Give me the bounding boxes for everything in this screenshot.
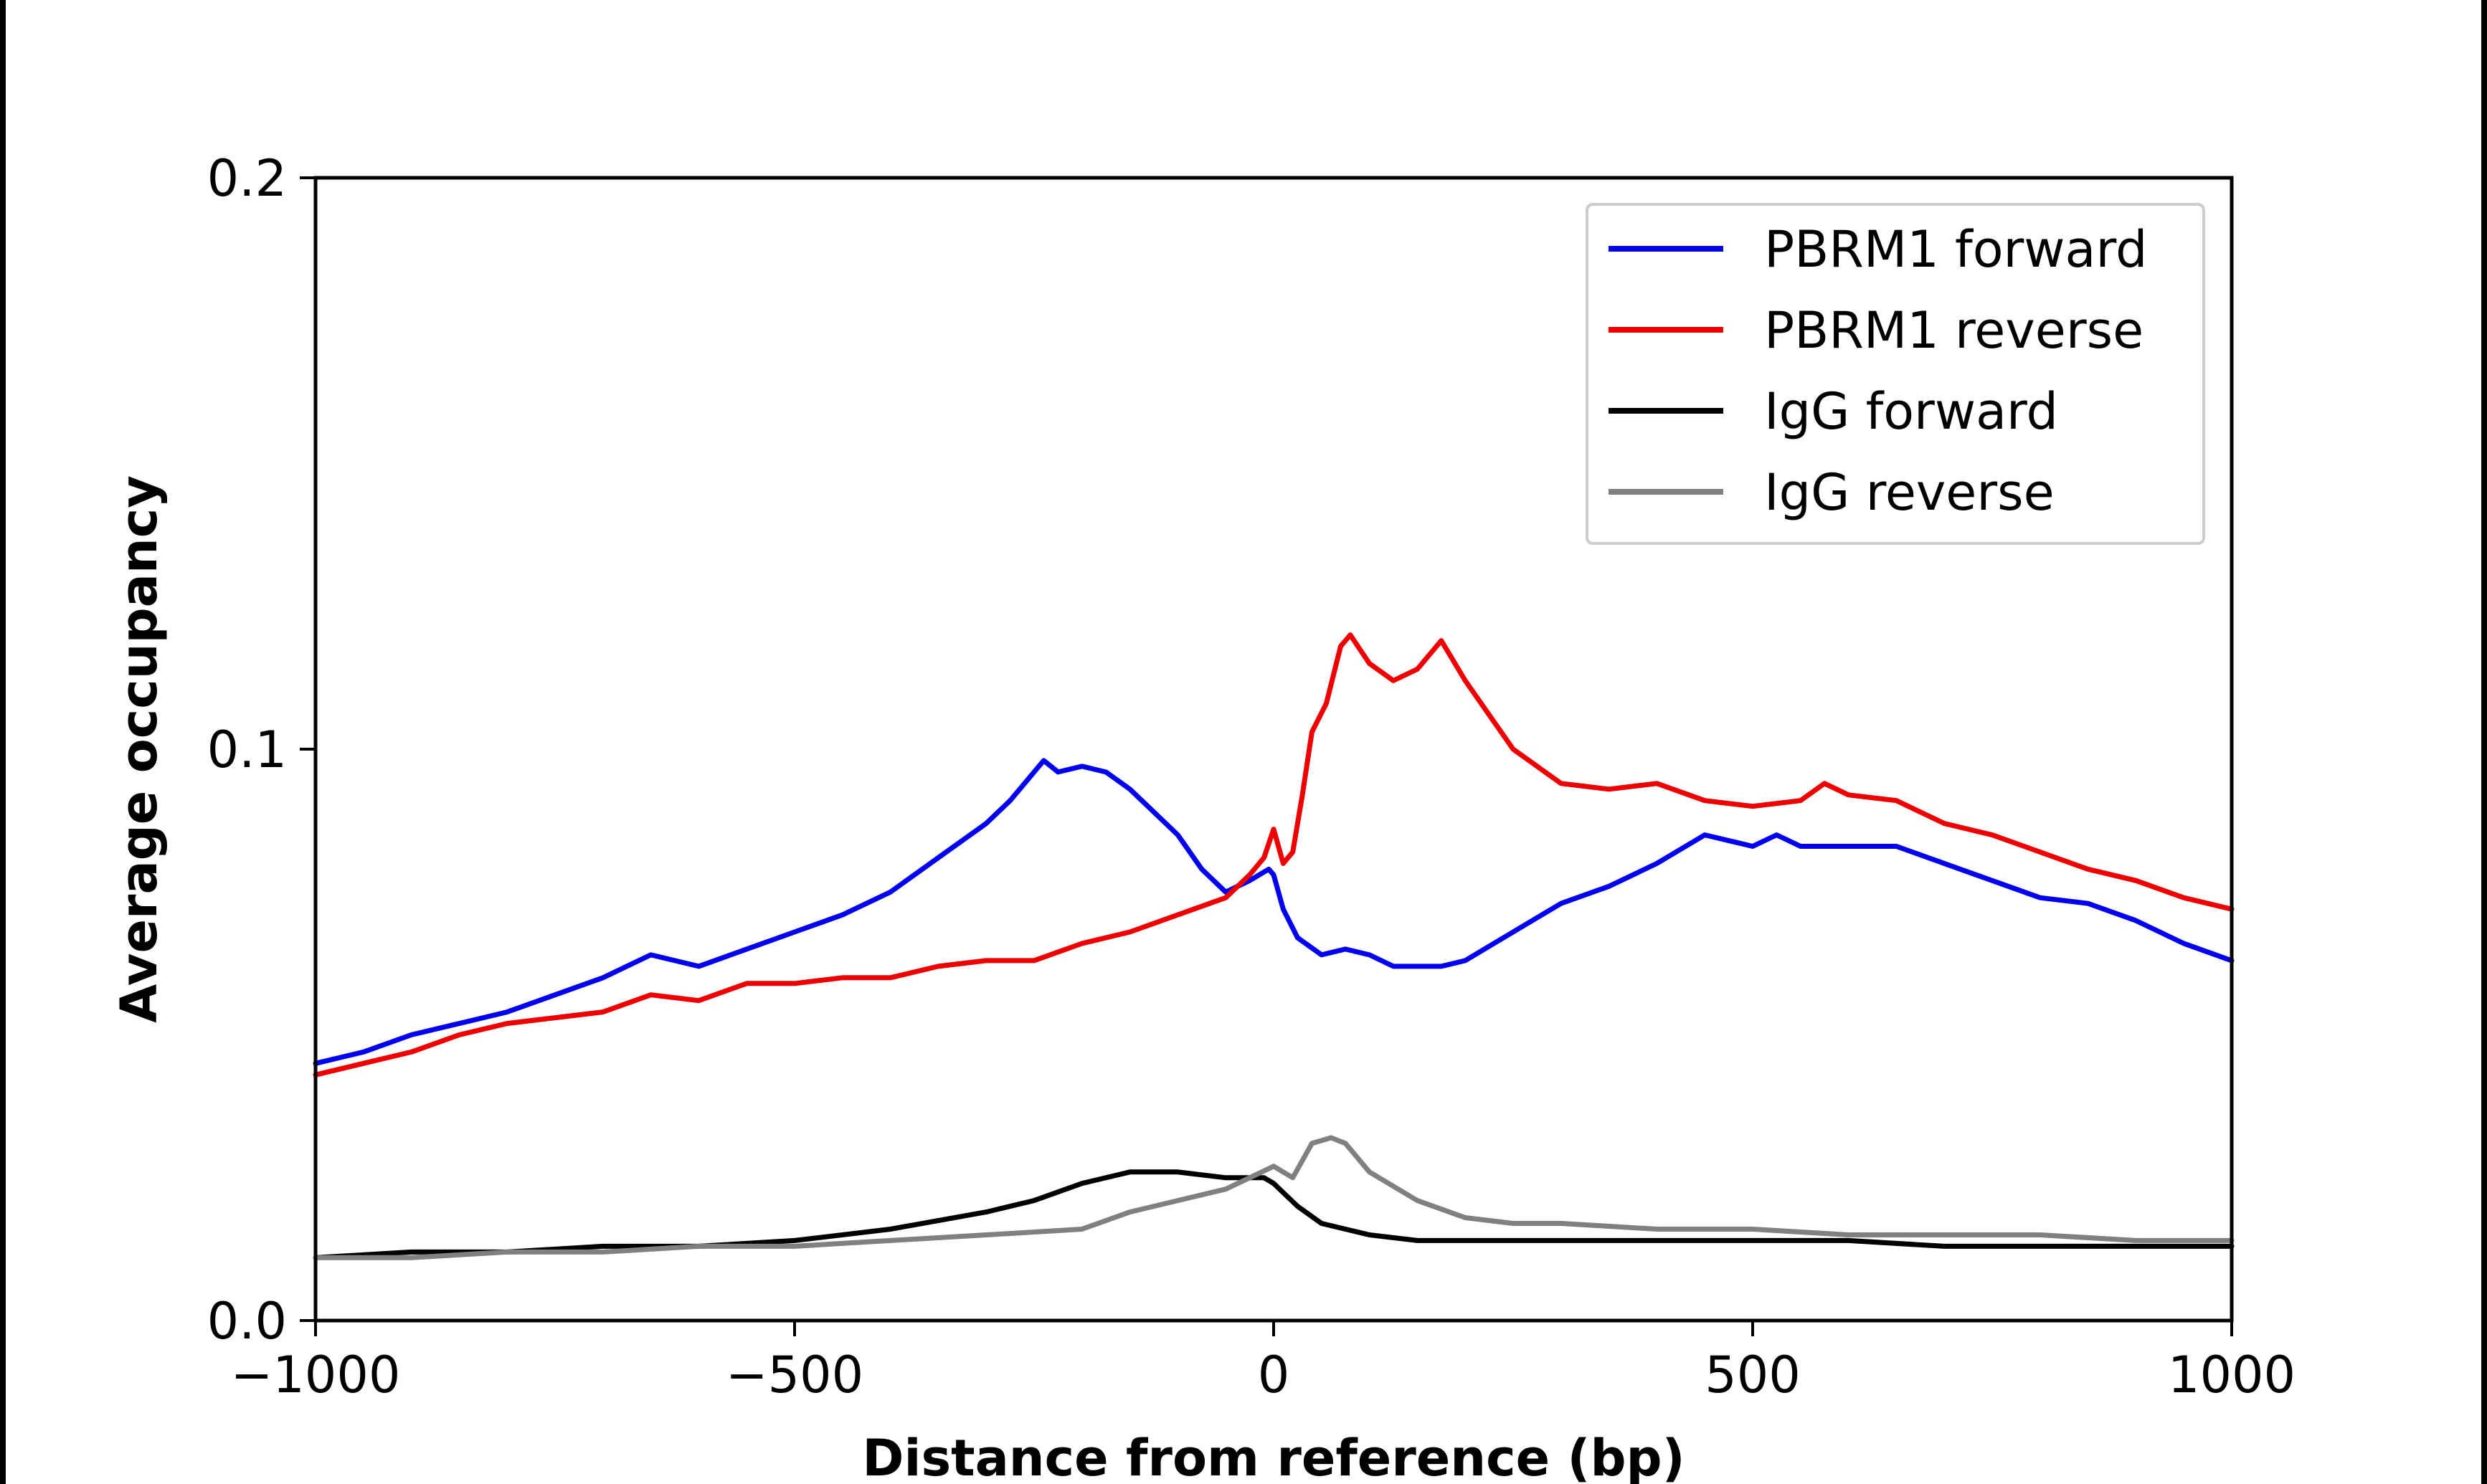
legend-box bbox=[1586, 203, 2205, 545]
legend-label: PBRM1 reverse bbox=[1764, 301, 2143, 360]
legend: PBRM1 forward PBRM1 reverse IgG forward IgG… bbox=[1586, 203, 2205, 545]
x-axis: −1000 −500 0 500 1000 bbox=[231, 1321, 2296, 1404]
x-axis-label: Distance from reference (bp) bbox=[862, 1429, 1685, 1484]
legend-label: IgG reverse bbox=[1764, 463, 2055, 522]
y-axis-label: Average occupancy bbox=[110, 475, 169, 1023]
series-line-3 bbox=[313, 1169, 2235, 1260]
x-tick-label: −1000 bbox=[231, 1346, 401, 1404]
legend-label: IgG forward bbox=[1764, 382, 2058, 441]
legend-items: PBRM1 forward PBRM1 reverse IgG forward IgG… bbox=[1609, 220, 2147, 522]
window-frame-left bbox=[0, 0, 6, 1484]
window-frame-right bbox=[2481, 0, 2487, 1484]
x-tick-label: 500 bbox=[1705, 1346, 1801, 1404]
y-tick-label: 0.0 bbox=[207, 1292, 287, 1351]
x-tick-label: 1000 bbox=[2168, 1346, 2296, 1404]
y-tick-label: 0.2 bbox=[207, 149, 287, 208]
y-tick-label: 0.1 bbox=[207, 720, 287, 779]
x-tick-label: −500 bbox=[726, 1346, 863, 1404]
legend-label: PBRM1 forward bbox=[1764, 220, 2147, 279]
series-line-1 bbox=[313, 758, 2235, 1066]
series-line-4 bbox=[313, 1135, 2235, 1260]
x-tick-label: 0 bbox=[1258, 1346, 1290, 1404]
series-line-2 bbox=[313, 632, 2235, 1078]
y-axis: 0.0 0.1 0.2 bbox=[207, 149, 316, 1351]
series-layer bbox=[313, 632, 2235, 1260]
